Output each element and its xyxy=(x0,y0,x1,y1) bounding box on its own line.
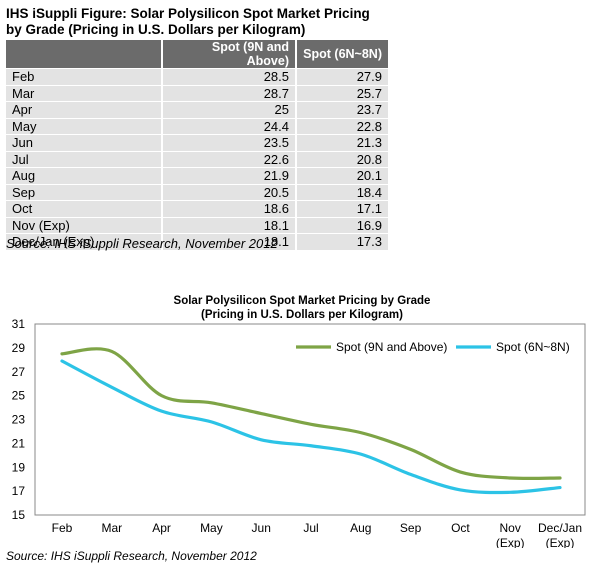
row-spot-6n8n: 17.1 xyxy=(296,200,390,217)
chart-title: Solar Polysilicon Spot Market Pricing by… xyxy=(174,295,431,307)
row-spot-9n: 22.6 xyxy=(162,150,297,168)
row-month: Mar xyxy=(6,84,163,102)
row-spot-9n: 18.1 xyxy=(162,233,297,250)
row-spot-9n: 18.6 xyxy=(162,200,297,217)
x-tick-label: Apr xyxy=(152,521,171,535)
row-spot-9n: 23.5 xyxy=(162,134,297,151)
table-row: Oct 18.6 17.1 xyxy=(6,200,390,217)
row-spot-9n: 28.7 xyxy=(162,84,297,102)
row-month: Sep xyxy=(6,183,163,201)
row-spot-6n8n: 25.7 xyxy=(296,84,390,102)
row-month: Jun xyxy=(6,134,163,151)
header-spot-6n8n: Spot (6N~8N) xyxy=(296,40,390,69)
row-spot-9n: 20.5 xyxy=(162,183,297,201)
x-tick-label: Aug xyxy=(350,521,371,535)
row-month: Feb xyxy=(6,68,163,85)
x-tick-label: Oct xyxy=(451,521,470,535)
table-title-line2: by Grade (Pricing in U.S. Dollars per Ki… xyxy=(6,22,306,37)
table-source: Source: IHS iSuppli Research, November 2… xyxy=(6,236,278,251)
row-spot-9n: 21.9 xyxy=(162,167,297,184)
legend-label: Spot (9N and Above) xyxy=(336,340,447,354)
table-row: May 24.4 22.8 xyxy=(6,117,390,135)
series-line-spot-6n8n xyxy=(60,359,562,495)
row-spot-6n8n: 23.7 xyxy=(296,101,390,118)
x-tick-label: Jun xyxy=(252,521,271,535)
chart-subtitle: (Pricing in U.S. Dollars per Kilogram) xyxy=(201,309,403,321)
plot-frame xyxy=(34,323,586,516)
header-blank xyxy=(6,40,163,69)
row-spot-6n8n: 18.4 xyxy=(296,183,390,201)
y-tick-label: 27 xyxy=(12,365,26,379)
x-tick-label: Jul xyxy=(303,521,318,535)
row-month: Apr xyxy=(6,101,163,118)
table-row: Nov (Exp) 18.1 16.9 xyxy=(6,216,390,234)
pricing-table: Spot (9N and Above) Spot (6N~8N) Feb 28.5… xyxy=(6,40,390,250)
row-month: Dec/Jan (Exp) xyxy=(6,233,163,250)
row-spot-6n8n: 17.3 xyxy=(296,233,390,250)
x-tick-label: Sep xyxy=(400,521,422,535)
table-row: Feb 28.5 27.9 xyxy=(6,68,390,85)
y-tick-label: 17 xyxy=(12,484,26,498)
y-tick-label: 19 xyxy=(12,460,26,474)
row-spot-6n8n: 21.3 xyxy=(296,134,390,151)
y-tick-label: 31 xyxy=(12,317,26,331)
table-row: Jun 23.5 21.3 xyxy=(6,134,390,151)
row-spot-9n: 18.1 xyxy=(162,216,297,234)
row-month: Jul xyxy=(6,150,163,168)
row-month: Aug xyxy=(6,167,163,184)
table-row: Apr 25 23.7 xyxy=(6,101,390,118)
x-tick-label: May xyxy=(200,521,223,535)
table-title: IHS iSuppli Figure: Solar Polysilicon Sp… xyxy=(6,6,406,38)
y-tick-label: 15 xyxy=(12,508,26,522)
row-spot-6n8n: 27.9 xyxy=(296,68,390,85)
row-month: May xyxy=(6,117,163,135)
row-spot-6n8n: 20.8 xyxy=(296,150,390,168)
x-tick-label: Mar xyxy=(101,521,122,535)
legend-label: Spot (6N~8N) xyxy=(496,340,570,354)
row-spot-9n: 25 xyxy=(162,101,297,118)
y-tick-label: 29 xyxy=(12,341,26,355)
x-tick-label: Dec/Jan (Exp) xyxy=(538,521,582,548)
line-chart: Solar Polysilicon Spot Market Pricing by… xyxy=(0,290,600,553)
table-row: Aug 21.9 20.1 xyxy=(6,167,390,184)
table-row: Sep 20.5 18.4 xyxy=(6,183,390,201)
x-tick-label: Nov (Exp) xyxy=(496,521,525,548)
header-spot-9n: Spot (9N and Above) xyxy=(162,40,297,69)
table-row: Jul 22.6 20.8 xyxy=(6,150,390,168)
chart-source: Source: IHS iSuppli Research, November 2… xyxy=(6,549,257,563)
series-line-spot-9n xyxy=(60,347,562,481)
table-title-line1: IHS iSuppli Figure: Solar Polysilicon Sp… xyxy=(6,6,370,21)
row-month: Oct xyxy=(6,200,163,217)
y-tick-label: 25 xyxy=(12,389,26,403)
row-spot-6n8n: 16.9 xyxy=(296,216,390,234)
x-tick-label: Feb xyxy=(52,521,73,535)
row-spot-9n: 24.4 xyxy=(162,117,297,135)
row-spot-6n8n: 22.8 xyxy=(296,117,390,135)
table-header-row: Spot (9N and Above) Spot (6N~8N) xyxy=(6,40,390,69)
table-row: Mar 28.7 25.7 xyxy=(6,84,390,102)
row-spot-9n: 28.5 xyxy=(162,68,297,85)
y-tick-label: 23 xyxy=(12,413,26,427)
row-month: Nov (Exp) xyxy=(6,216,163,234)
row-spot-6n8n: 20.1 xyxy=(296,167,390,184)
table-row: Dec/Jan (Exp) 18.1 17.3 xyxy=(6,233,390,250)
chart-svg: Solar Polysilicon Spot Market Pricing by… xyxy=(12,295,586,550)
y-tick-label: 21 xyxy=(12,436,26,450)
